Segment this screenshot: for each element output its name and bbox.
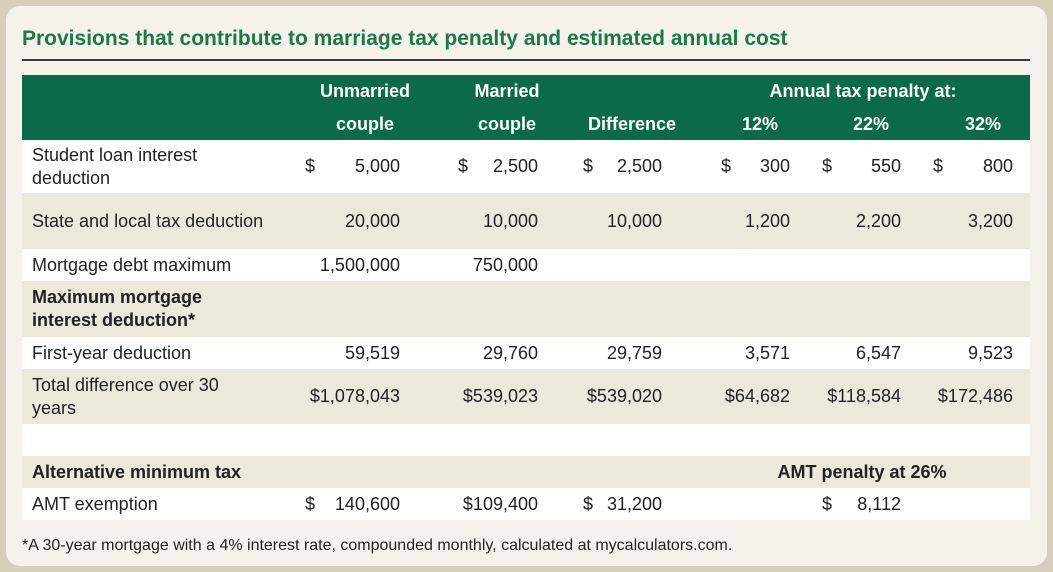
cell-value: 29,759 (606, 342, 662, 363)
cell-value: 10,000 (482, 210, 538, 231)
cell-value: $172,486 (937, 386, 1013, 406)
row-label: First-year deduction (32, 342, 192, 363)
header-text: Unmarried (319, 81, 411, 101)
cell-value: 31,200 (606, 493, 662, 514)
cell-value: 10,000 (606, 210, 662, 231)
row-band (22, 369, 1030, 424)
cell-value: 20,000 (344, 210, 400, 231)
currency-sign: $ (822, 156, 833, 176)
currency-sign: $ (721, 156, 732, 176)
cell-value: 2,500 (492, 156, 538, 176)
header-text: couple (477, 114, 536, 134)
currency-sign: $ (822, 493, 833, 514)
header-text: 12% (741, 114, 779, 134)
cell-value: 3,200 (967, 210, 1013, 231)
cell-value: 6,547 (855, 342, 901, 363)
section-note: AMT penalty at 26% (777, 461, 947, 482)
currency-sign: $ (933, 156, 944, 176)
header-text: 22% (852, 114, 890, 134)
cell-value: 9,523 (967, 342, 1013, 363)
title: Provisions that contribute to marriage t… (22, 27, 788, 50)
cell-value: $118,584 (827, 386, 901, 406)
cell-value: $64,682 (724, 386, 790, 406)
row-band (22, 249, 1030, 281)
header-text: 32% (964, 114, 1002, 134)
header-band (22, 75, 1030, 140)
cell-value: 750,000 (472, 254, 538, 275)
cell-value: 29,760 (482, 342, 538, 363)
currency-sign: $ (305, 493, 316, 514)
cell-value: 1,200 (744, 210, 790, 231)
row-band (22, 281, 1030, 337)
row-heading: Maximum mortgage interest deduction* (32, 287, 203, 330)
cell-value: 59,519 (344, 342, 400, 363)
row-band (22, 424, 1030, 456)
cell-value: 140,600 (334, 493, 400, 514)
header-text: Married (474, 81, 540, 101)
cell-value: 5,000 (354, 156, 400, 176)
cell-value: 300 (759, 156, 790, 176)
row-label: Student loan interest deduction (32, 144, 198, 188)
currency-sign: $ (458, 156, 469, 176)
row-band (22, 488, 1030, 520)
row-label: Total difference over 30 years (32, 374, 219, 418)
row-heading: Alternative minimum tax (32, 461, 242, 482)
currency-sign: $ (305, 156, 316, 176)
cell-value: $539,023 (462, 386, 538, 406)
header-text: Difference (587, 114, 677, 134)
cell-value: 3,571 (744, 342, 790, 363)
cell-value: 2,500 (616, 156, 662, 176)
currency-sign: $ (583, 156, 594, 176)
cell-value: $1,078,043 (309, 386, 400, 406)
row-band (22, 337, 1030, 369)
cell-value: $109,400 (462, 493, 538, 514)
row-label: Mortgage debt maximum (32, 254, 232, 275)
cell-value: 550 (870, 156, 901, 176)
row-band (22, 140, 1030, 193)
cell-value: 1,500,000 (319, 254, 400, 275)
footnote: *A 30-year mortgage with a 4% interest r… (22, 537, 733, 554)
cell-value: 2,200 (855, 210, 901, 231)
row-label: State and local tax deduction (32, 210, 264, 231)
currency-sign: $ (583, 493, 594, 514)
row-band (22, 193, 1030, 249)
cell-value: 8,112 (857, 493, 901, 514)
title-rule (22, 59, 1030, 61)
header-text: Annual tax penalty at: (769, 81, 957, 101)
cell-value: 800 (982, 156, 1013, 176)
row-label: AMT exemption (32, 493, 158, 514)
cell-value: $539,020 (586, 386, 662, 406)
table: Unmarried Married Annual tax penalty at: co… (22, 75, 1030, 520)
header-text: couple (335, 114, 394, 134)
row-band (22, 456, 1030, 488)
